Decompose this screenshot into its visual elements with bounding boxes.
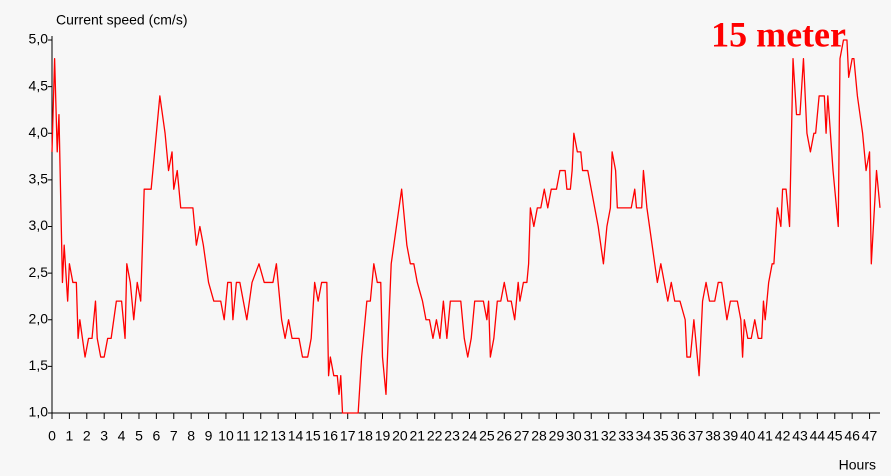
- x-tick-label: 11: [236, 428, 251, 444]
- x-tick-label: 34: [636, 428, 652, 444]
- x-tick-label: 46: [844, 428, 860, 444]
- x-tick-label: 5: [135, 428, 143, 444]
- x-tick-label: 20: [392, 428, 408, 444]
- x-tick-label: 16: [323, 428, 339, 444]
- x-tick-label: 23: [444, 428, 460, 444]
- x-tick-label: 41: [757, 428, 773, 444]
- x-tick-label: 9: [205, 428, 213, 444]
- y-tick-label: 4,0: [29, 124, 49, 140]
- x-tick-label: 17: [340, 428, 356, 444]
- x-tick-label: 1: [65, 428, 73, 444]
- x-tick-label: 37: [688, 428, 704, 444]
- y-tick-label: 3,5: [29, 171, 49, 187]
- x-tick-label: 43: [792, 428, 808, 444]
- x-tick-label: 27: [514, 428, 530, 444]
- x-tick-label: 44: [810, 428, 826, 444]
- x-axis-label: Hours: [839, 457, 876, 473]
- x-tick-label: 29: [549, 428, 565, 444]
- x-tick-label: 26: [496, 428, 512, 444]
- x-tick-label: 6: [152, 428, 160, 444]
- y-tick-label: 2,5: [29, 264, 49, 280]
- x-tick-label: 15: [305, 428, 321, 444]
- x-tick-label: 13: [270, 428, 286, 444]
- x-tick-label: 47: [862, 428, 878, 444]
- x-tick-label: 30: [566, 428, 582, 444]
- y-tick-label: 1,5: [29, 357, 49, 373]
- x-tick-label: 14: [288, 428, 304, 444]
- x-tick-label: 38: [705, 428, 721, 444]
- x-tick-label: 8: [187, 428, 195, 444]
- x-tick-label: 7: [170, 428, 178, 444]
- x-tick-label: 32: [601, 428, 617, 444]
- x-tick-label: 31: [583, 428, 599, 444]
- x-tick-label: 3: [100, 428, 108, 444]
- x-tick-label: 10: [218, 428, 234, 444]
- y-axis-label: Current speed (cm/s): [56, 12, 187, 28]
- y-tick-label: 4,5: [29, 77, 49, 93]
- x-tick-label: 42: [775, 428, 791, 444]
- x-tick-label: 45: [827, 428, 843, 444]
- x-tick-label: 35: [653, 428, 669, 444]
- x-tick-label: 22: [427, 428, 443, 444]
- x-tick-label: 21: [410, 428, 426, 444]
- x-tick-label: 24: [462, 428, 478, 444]
- x-tick-label: 40: [740, 428, 756, 444]
- x-tick-label: 18: [357, 428, 373, 444]
- x-tick-label: 19: [375, 428, 391, 444]
- x-tick-label: 25: [479, 428, 495, 444]
- chart-title: 15 meter: [711, 14, 846, 54]
- speed-line: [51, 39, 881, 414]
- x-tick-label: 2: [83, 428, 91, 444]
- x-tick-label: 0: [48, 428, 56, 444]
- y-tick-label: 5,0: [29, 31, 49, 47]
- x-tick-label: 33: [618, 428, 634, 444]
- x-tick-label: 28: [531, 428, 547, 444]
- y-tick-label: 1,0: [29, 404, 49, 420]
- x-tick-label: 36: [670, 428, 686, 444]
- x-tick-label: 12: [253, 428, 269, 444]
- x-tick-label: 39: [723, 428, 739, 444]
- y-tick-label: 3,0: [29, 217, 49, 233]
- x-tick-label: 4: [118, 428, 126, 444]
- y-tick-label: 2,0: [29, 310, 49, 326]
